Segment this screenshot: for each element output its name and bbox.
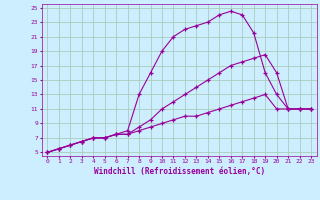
X-axis label: Windchill (Refroidissement éolien,°C): Windchill (Refroidissement éolien,°C) <box>94 167 265 176</box>
